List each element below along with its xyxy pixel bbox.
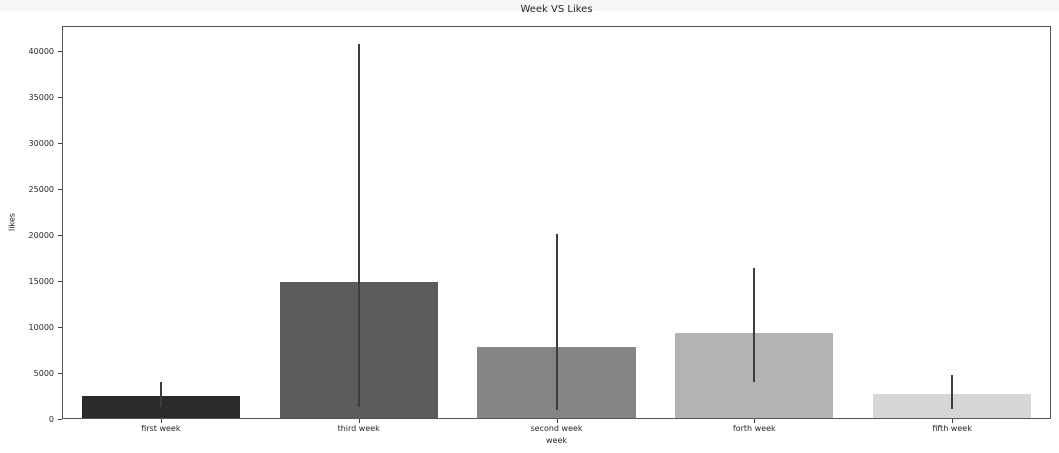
chart-title: Week VS Likes	[520, 4, 593, 15]
y-tick-mark	[58, 97, 62, 99]
x-tick-label: third week	[337, 424, 380, 433]
x-tick-label: fifth week	[932, 424, 972, 433]
y-tick-mark	[58, 326, 62, 328]
y-tick-label: 0	[48, 414, 54, 424]
x-tick-label: first week	[141, 424, 181, 433]
y-tick-mark	[58, 143, 62, 145]
y-tick-mark	[58, 188, 62, 190]
error-bar	[951, 374, 954, 409]
y-tick-label: 10000	[28, 322, 54, 332]
y-tick-mark	[58, 51, 62, 53]
y-tick-label: 15000	[28, 276, 54, 286]
x-tick-mark	[952, 419, 954, 423]
x-tick-mark	[556, 419, 558, 423]
y-tick-mark	[58, 234, 62, 236]
plot-area	[62, 26, 1051, 419]
page-background-strip	[0, 0, 1059, 11]
y-tick-mark	[58, 280, 62, 282]
y-tick-label: 40000	[28, 47, 54, 57]
error-bar	[357, 43, 360, 408]
y-tick-label: 30000	[28, 139, 54, 149]
error-bar	[555, 234, 558, 411]
x-tick-mark	[160, 419, 162, 423]
x-tick-label: forth week	[732, 424, 776, 433]
y-tick-label: 25000	[28, 184, 54, 194]
y-axis-label: likes	[7, 213, 17, 231]
x-tick-mark	[358, 419, 360, 423]
y-tick-label: 35000	[28, 93, 54, 103]
error-bar	[753, 268, 756, 382]
error-bar	[159, 382, 162, 408]
y-tick-label: 5000	[33, 368, 54, 378]
y-tick-label: 20000	[28, 230, 54, 240]
y-tick-mark	[58, 418, 62, 420]
x-tick-mark	[754, 419, 756, 423]
x-axis-label: week	[545, 436, 568, 445]
x-tick-label: second week	[530, 424, 583, 433]
y-tick-mark	[58, 372, 62, 374]
